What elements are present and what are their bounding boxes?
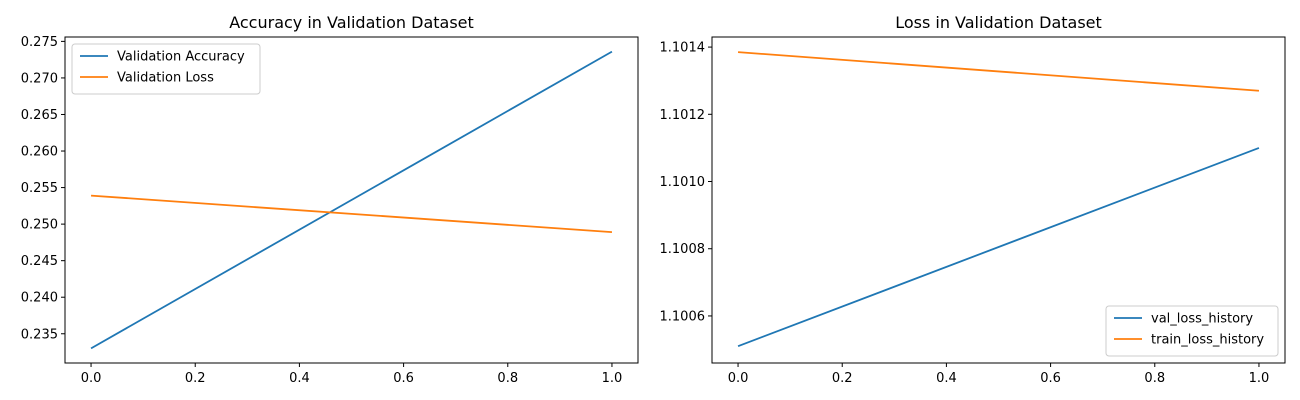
legend-label: train_loss_history (1151, 333, 1264, 348)
series-line-validation-accuracy (90, 50, 613, 350)
legend-label: Validation Loss (117, 71, 214, 86)
x-tick-label: 0.8 (497, 371, 518, 386)
y-tick-label: 0.260 (21, 145, 58, 160)
series-line-validation-loss (90, 194, 613, 234)
axes-frame (64, 36, 639, 364)
y-tick-label: 0.250 (21, 218, 58, 233)
x-tick-label: 1.0 (1249, 371, 1270, 386)
legend-box (1105, 305, 1279, 357)
x-tick-label: 0.8 (1144, 371, 1165, 386)
legend-box (71, 43, 261, 95)
x-tick-label: 1.0 (602, 371, 623, 386)
x-tick-label: 0.6 (1040, 371, 1061, 386)
legend-label: Validation Accuracy (117, 50, 245, 65)
legend: Validation Accuracy Validation Loss (71, 43, 261, 95)
y-tick-label: 0.235 (21, 327, 58, 342)
accuracy-chart: Accuracy in Validation Dataset 0.0 0.2 0.4 0… (21, 13, 639, 386)
x-tick-label: 0.4 (289, 371, 310, 386)
y-tick-label: 0.255 (21, 181, 58, 196)
x-tick-label: 0.2 (185, 371, 206, 386)
chart-title: Loss in Validation Dataset (895, 13, 1102, 32)
y-tick-label: 1.1014 (660, 41, 706, 56)
chart-title: Accuracy in Validation Dataset (229, 13, 474, 32)
loss-chart: Loss in Validation Dataset 0.0 0.2 0.4 0.6 0.… (660, 13, 1286, 386)
x-tick-label: 0.4 (936, 371, 957, 386)
y-tick-label: 1.1012 (660, 108, 706, 123)
x-tick-label: 0.2 (832, 371, 853, 386)
legend-label: val_loss_history (1151, 312, 1253, 327)
y-tick-label: 1.1010 (660, 175, 706, 190)
y-tick-label: 1.1006 (660, 309, 706, 324)
x-tick-label: 0.6 (393, 371, 414, 386)
y-tick-label: 1.1008 (660, 242, 706, 257)
series-line-val-loss-history (737, 147, 1260, 348)
x-tick-label: 0.0 (728, 371, 749, 386)
series-line-train-loss-history (737, 51, 1260, 92)
y-tick-label: 0.240 (21, 291, 58, 306)
y-tick-label: 0.275 (21, 35, 58, 50)
y-tick-label: 0.245 (21, 254, 58, 269)
x-tick-label: 0.0 (81, 371, 102, 386)
legend: val_loss_history train_loss_history (1105, 305, 1279, 357)
axes-frame (711, 36, 1286, 364)
y-tick-label: 0.265 (21, 108, 58, 123)
y-tick-label: 0.270 (21, 71, 58, 86)
